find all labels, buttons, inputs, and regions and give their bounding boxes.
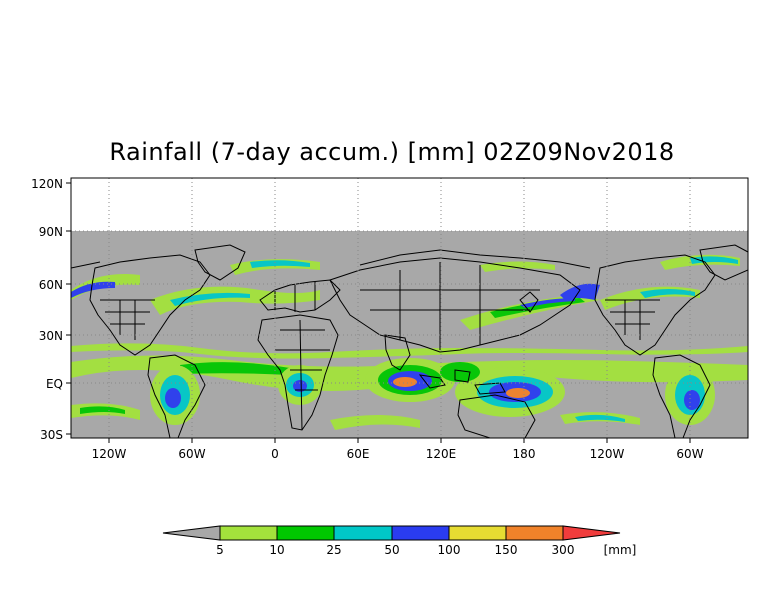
colorbar-segment [219, 525, 278, 541]
colorbar-segment [333, 525, 393, 541]
tick-marks [66, 182, 691, 443]
lon-label: 120W [590, 447, 625, 461]
colorbar-label: 25 [326, 543, 341, 557]
colorbar-label: 100 [438, 543, 461, 557]
lon-label: 180 [513, 447, 536, 461]
lon-label: 120W [92, 447, 127, 461]
colorbar-segment [448, 525, 507, 541]
map-title: Rainfall (7-day accum.) [mm] 02Z09Nov201… [109, 138, 675, 166]
lat-label: 90N [39, 225, 63, 239]
lat-label: EQ [46, 377, 63, 391]
lon-label: 60W [676, 447, 703, 461]
colorbar-segment [505, 525, 564, 541]
colorbar-label: 5 [216, 543, 224, 557]
lat-label: 60N [39, 278, 63, 292]
lon-label: 60W [178, 447, 205, 461]
lon-label: 0 [271, 447, 279, 461]
colorbar-label: 10 [269, 543, 284, 557]
colorbar-segment [276, 525, 335, 541]
colorbar-label: 300 [552, 543, 575, 557]
lat-label: 30N [39, 329, 63, 343]
grid-lines [71, 178, 748, 438]
colorbar-label: 50 [384, 543, 399, 557]
lat-label: 120N [31, 177, 63, 191]
colorbar-label: 150 [495, 543, 518, 557]
colorbar-labels: 5 10 25 50 100 150 300 [mm] [216, 543, 636, 557]
lon-label: 60E [347, 447, 370, 461]
lon-label: 120E [426, 447, 457, 461]
colorbar-low-triangle [162, 525, 221, 541]
lat-label: 30S [40, 428, 63, 442]
plot-frame [70, 177, 749, 439]
latitude-labels: 120N 90N 60N 30N EQ 30S [31, 177, 63, 442]
colorbar-unit: [mm] [604, 543, 637, 557]
colorbar-high-triangle [562, 525, 621, 541]
colorbar [162, 525, 621, 541]
colorbar-segment [391, 525, 450, 541]
longitude-labels: 120W 60W 0 60E 120E 180 120W 60W [92, 447, 704, 461]
